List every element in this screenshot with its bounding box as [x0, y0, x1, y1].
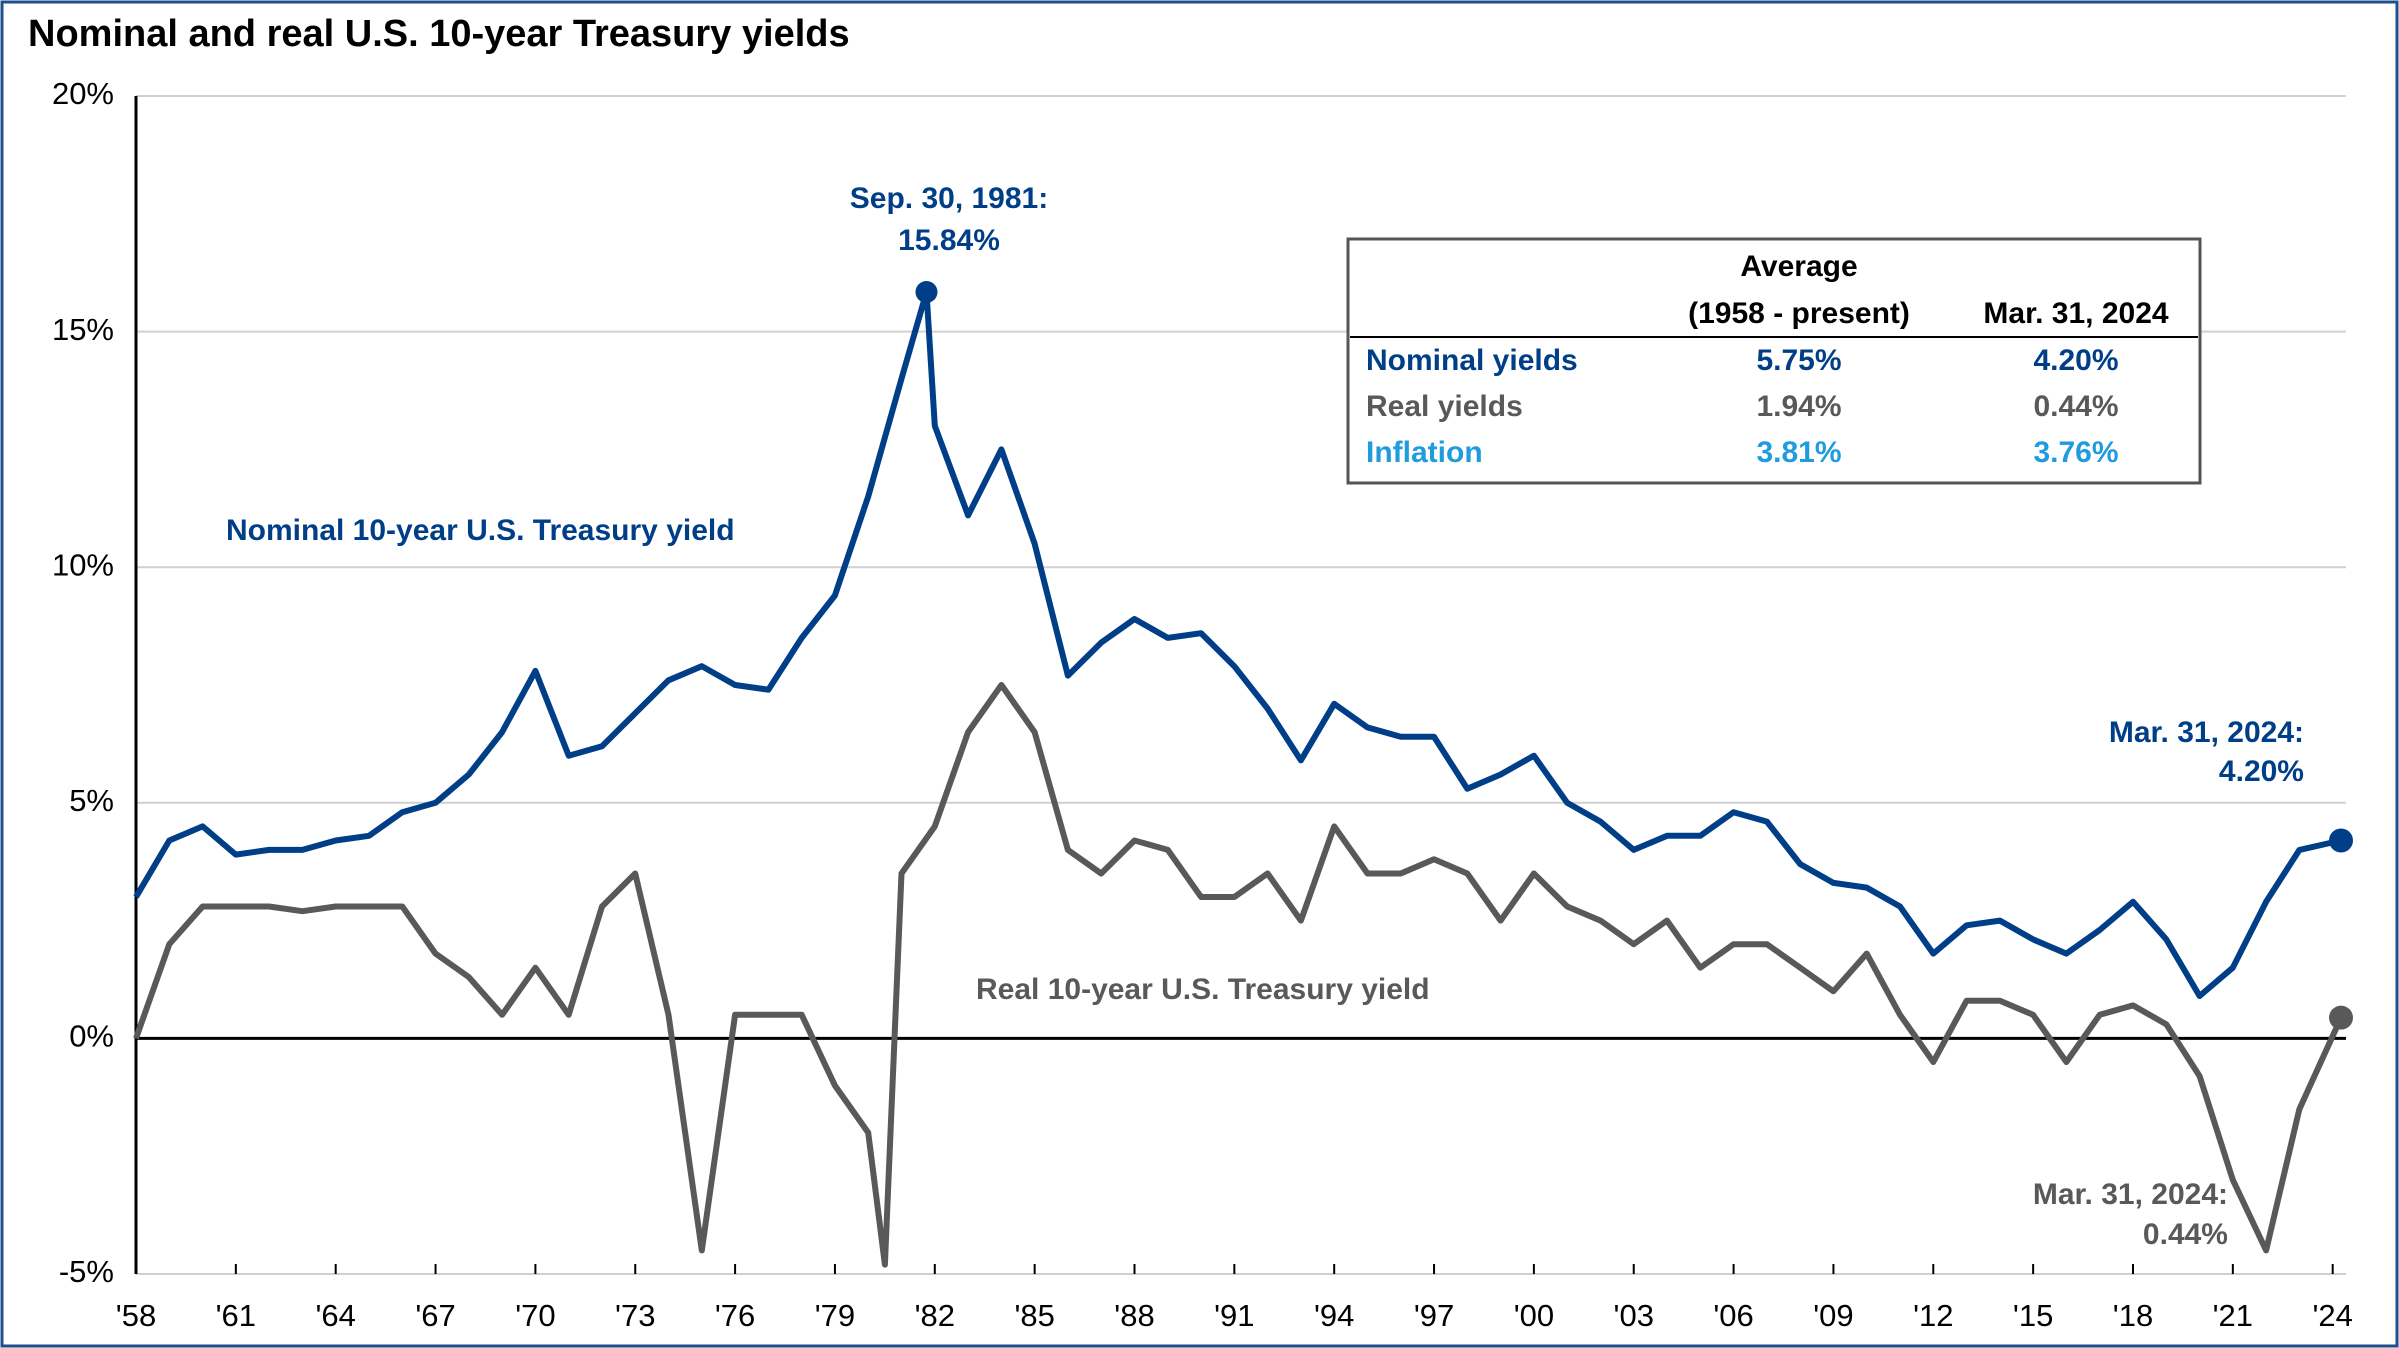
x-tick-label: '73 [615, 1298, 655, 1333]
grid: -5% 0% 5% 10% 15% 20% '58 '61 '64 '67 '70 '73 '76 '79… [52, 76, 2353, 1333]
x-tick-label: '76 [715, 1298, 755, 1333]
annotation: 15.84% [898, 224, 1000, 257]
x-tick-label: '06 [1713, 1298, 1753, 1333]
x-tick-label: '88 [1114, 1298, 1154, 1333]
x-tick-label: '15 [2013, 1298, 2053, 1333]
x-tick-label: '67 [415, 1298, 455, 1333]
table-box [1346, 237, 2202, 485]
annotation: 4.20% [2219, 755, 2304, 788]
x-tick-label: '18 [2113, 1298, 2153, 1333]
lines [133, 281, 2354, 1268]
x-tick-label: '21 [2213, 1298, 2253, 1333]
annotation: Mar. 31, 2024: [2033, 1178, 2228, 1211]
table-cell: 3.76% [2033, 436, 2118, 469]
x-tick-label: '12 [1913, 1298, 1953, 1333]
x-tick-label: '24 [2312, 1298, 2352, 1333]
x-tick-label: '97 [1414, 1298, 1454, 1333]
y-tick-label: -5% [59, 1254, 114, 1289]
y-tick-label: 15% [52, 312, 114, 347]
table-cell: 4.20% [2033, 344, 2118, 377]
x-tick-label: '03 [1614, 1298, 1654, 1333]
table-cell: 5.75% [1756, 344, 1841, 377]
x-tick-label: '94 [1314, 1298, 1354, 1333]
x-tick-label: '79 [815, 1298, 855, 1333]
x-tick-label: '82 [915, 1298, 955, 1333]
table-header: Average [1740, 250, 1857, 283]
y-tick-label: 0% [69, 1019, 114, 1054]
x-tick-label: '61 [216, 1298, 256, 1333]
x-tick-label: '09 [1813, 1298, 1853, 1333]
table-cell: 0.44% [2033, 390, 2118, 423]
series-label: Real 10-year U.S. Treasury yield [976, 973, 1430, 1006]
table-header: (1958 - present) [1688, 297, 1910, 330]
x-tick-label: '85 [1014, 1298, 1054, 1333]
x-tick-label: '58 [116, 1298, 156, 1333]
series-line [133, 289, 2342, 999]
end-marker [2329, 1005, 2354, 1030]
chart-title: Nominal and real U.S. 10-year Treasury y… [28, 13, 850, 55]
summary-table: Average (1958 - present) Mar. 31, 2024 N… [1346, 237, 2202, 485]
table-cell: Real yields [1366, 390, 1523, 423]
x-tick-label: '00 [1514, 1298, 1554, 1333]
x-tick-label: '91 [1214, 1298, 1254, 1333]
peak-marker [915, 281, 938, 304]
end-marker [2329, 828, 2354, 853]
y-tick-label: 5% [69, 783, 114, 818]
annotation: Sep. 30, 1981: [850, 182, 1048, 215]
table-cell: 3.81% [1756, 436, 1841, 469]
table-header: Mar. 31, 2024 [1983, 297, 2168, 330]
x-tick-label: '64 [315, 1298, 355, 1333]
table-cell: Nominal yields [1366, 344, 1578, 377]
annotation: Mar. 31, 2024: [2109, 716, 2304, 749]
x-tick-label: '70 [515, 1298, 555, 1333]
annotation: 0.44% [2143, 1218, 2228, 1251]
y-tick-label: 10% [52, 547, 114, 582]
series-line [133, 682, 2344, 1268]
table-cell: Inflation [1366, 436, 1483, 469]
series-label: Nominal 10-year U.S. Treasury yield [226, 514, 735, 547]
table-cell: 1.94% [1756, 390, 1841, 423]
y-tick-label: 20% [52, 76, 114, 111]
